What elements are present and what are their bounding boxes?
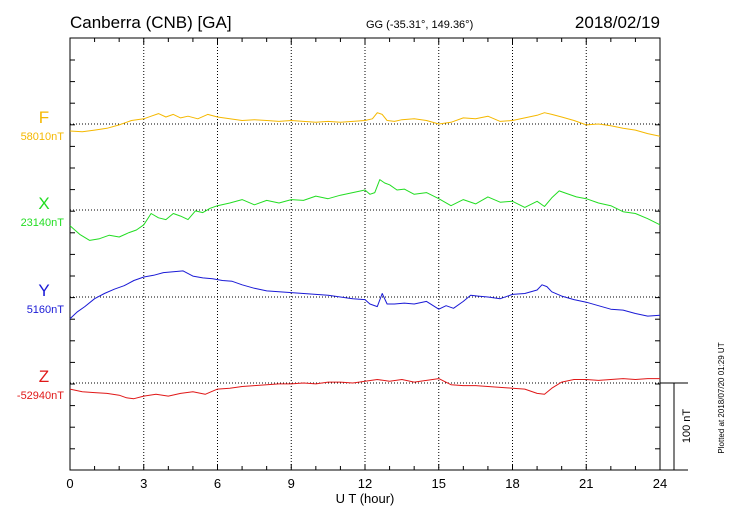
- x-tick-label-5: 15: [432, 476, 446, 491]
- series-lines: [69, 112, 661, 400]
- x-axis-label: U T (hour): [336, 491, 395, 506]
- x-tick-label-6: 18: [505, 476, 519, 491]
- x-tick-label-7: 21: [579, 476, 593, 491]
- vertical-grid: [143, 38, 587, 470]
- scale-bar-label: 100 nT: [681, 409, 693, 444]
- series-line-X: [69, 179, 661, 241]
- series-name-F: F: [39, 108, 49, 127]
- station-coordinates: GG (-35.31°, 149.36°): [366, 19, 473, 31]
- x-tick-label-4: 12: [358, 476, 372, 491]
- x-tick-labels: 0 3 6 9 12 15 18 21 24: [66, 476, 667, 491]
- x-tick-label-3: 9: [288, 476, 295, 491]
- series-name-Y: Y: [38, 281, 49, 300]
- x-tick-label-1: 3: [140, 476, 147, 491]
- series-line-F: [69, 112, 661, 137]
- series-name-X: X: [38, 194, 49, 213]
- axis-ticks: [69, 38, 661, 470]
- x-tick-label-0: 0: [66, 476, 73, 491]
- series-baseline-F: 58010nT: [21, 131, 65, 143]
- series-line-Y: [69, 270, 661, 320]
- series-labels: F 58010nT X 23140nT Y 5160nT Z -52940nT: [17, 108, 64, 402]
- x-tick-label-2: 6: [214, 476, 221, 491]
- series-baseline-Z: -52940nT: [17, 390, 64, 402]
- plotted-timestamp: Plotted at 2018/07/20 01:29 UT: [717, 342, 726, 453]
- series-baseline-X: 23140nT: [21, 217, 65, 229]
- series-line-Z: [69, 378, 660, 400]
- series-baseline-Y: 5160nT: [27, 304, 65, 316]
- baseline-grid: [70, 123, 660, 384]
- observation-date: 2018/02/19: [575, 13, 660, 32]
- station-title: Canberra (CNB) [GA]: [70, 13, 232, 32]
- scale-bar: 100 nT: [660, 382, 693, 471]
- x-tick-label-8: 24: [653, 476, 667, 491]
- series-name-Z: Z: [39, 367, 49, 386]
